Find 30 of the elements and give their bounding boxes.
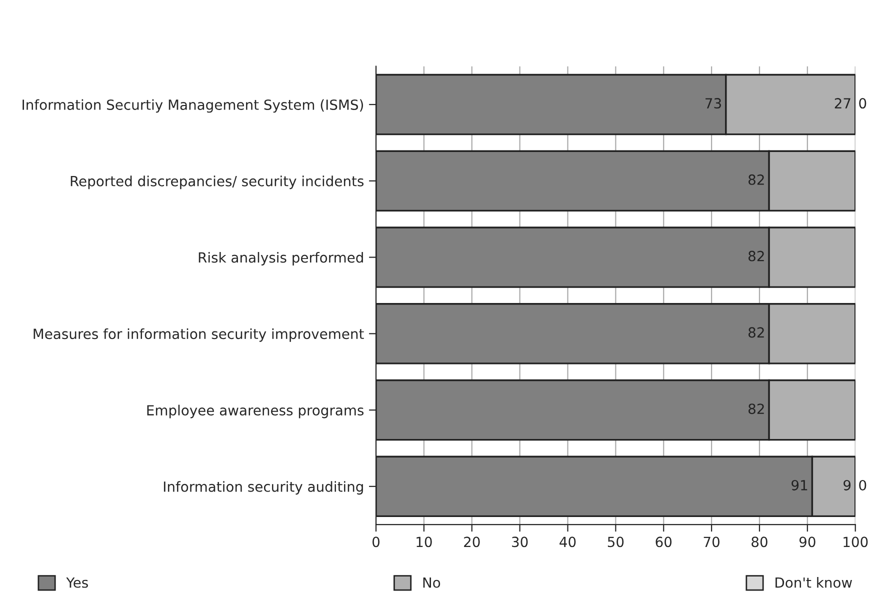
x-tick-label: 0 [372, 536, 380, 548]
x-tick-label: 40 [560, 536, 576, 548]
y-tick-label: Reported discrepancies/ security incidents [70, 176, 364, 190]
x-tick-label: 80 [752, 536, 768, 548]
x-tick-label: 20 [464, 536, 480, 548]
x-tick-label: 100 [844, 536, 868, 548]
legend-label: Don't know [776, 577, 852, 588]
data-label: 0 [859, 480, 866, 490]
y-tick-label: Measures for information security improvement [34, 328, 364, 342]
data-label: 82 [748, 174, 764, 185]
x-tick-label: 60 [656, 536, 672, 548]
x-tick-label: 70 [704, 536, 720, 548]
x-tick-label: 30 [512, 536, 528, 548]
y-tick-label: Information security auditing [164, 481, 363, 495]
data-label: 9 [844, 480, 851, 490]
x-tick-label: 10 [416, 536, 432, 548]
data-label: 91 [792, 480, 808, 490]
x-tick-label: 90 [799, 536, 816, 548]
data-label: 27 [834, 98, 850, 108]
y-tick-label: Information Securtiy Management System (ISMS) [22, 99, 363, 113]
data-label: 82 [748, 327, 764, 338]
y-tick-label: Employee awareness programs [147, 404, 364, 418]
legend-label: Yes [66, 577, 88, 588]
legend-label: No [423, 577, 440, 588]
data-label: 82 [748, 250, 764, 262]
data-label: 82 [748, 404, 764, 414]
data-label: 0 [859, 98, 866, 109]
x-tick-label: 50 [608, 536, 624, 548]
y-tick-label: Risk analysis performed [198, 252, 363, 266]
data-label: 73 [706, 98, 721, 109]
